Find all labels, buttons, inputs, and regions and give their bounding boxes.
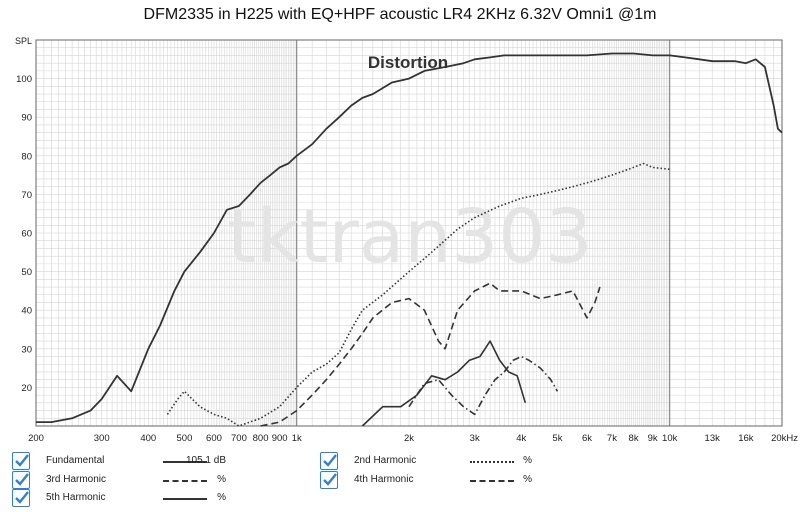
y-tick-label: 60 bbox=[21, 229, 32, 240]
series-fundamental-line bbox=[36, 52, 783, 423]
checkmark-icon bbox=[323, 473, 337, 486]
y-tick-label: 30 bbox=[21, 344, 32, 355]
legend-checkbox[interactable] bbox=[12, 452, 30, 470]
y-tick-label: 40 bbox=[21, 306, 32, 317]
legend-label: 3rd Harmonic bbox=[46, 474, 107, 485]
x-tick-label: 300 bbox=[94, 433, 110, 444]
x-tick-label: 4k bbox=[516, 433, 526, 444]
x-tick-label: 20kHz bbox=[771, 433, 798, 444]
x-tick-label: 9k bbox=[648, 433, 658, 444]
legend-item-3rd-harmonic: 3rd Harmonic% bbox=[0, 471, 800, 489]
legend-line-sample bbox=[163, 498, 207, 500]
legend-line-sample bbox=[163, 461, 207, 463]
chart-axis-labels: 20 30 40 50 60 70 80 90 100 SPL 200 300 400 500 600 700… bbox=[15, 36, 798, 444]
legend-value: % bbox=[217, 492, 226, 503]
x-tick-label: 1k bbox=[292, 433, 302, 444]
legend-item-5th-harmonic: 5th Harmonic% bbox=[0, 489, 800, 507]
legend-line-sample bbox=[470, 461, 514, 463]
series-2nd-harmonic-line bbox=[166, 162, 670, 427]
legend-checkbox[interactable] bbox=[320, 452, 338, 470]
legend-value: 105.1 dB bbox=[185, 455, 226, 466]
legend-item-4th-harmonic: 4th Harmonic% bbox=[0, 471, 800, 489]
chart-title: DFM2335 in H225 with EQ+HPF acoustic LR4… bbox=[143, 6, 657, 23]
x-tick-label: 700 bbox=[231, 433, 247, 444]
watermark: tktran303 bbox=[228, 194, 593, 280]
legend-item-2nd-harmonic: 2nd Harmonic% bbox=[0, 452, 800, 470]
legend-label: 5th Harmonic bbox=[46, 492, 106, 503]
chart-series-group bbox=[36, 52, 783, 427]
x-tick-label: 3k bbox=[470, 433, 480, 444]
legend-value: % bbox=[217, 474, 226, 485]
legend-value: % bbox=[523, 455, 532, 466]
x-tick-label: 900 bbox=[272, 433, 288, 444]
legend-item-fundamental: Fundamental 105.1 dB bbox=[0, 452, 800, 470]
series-4th-harmonic-line bbox=[408, 355, 559, 416]
legend-label: Fundamental bbox=[46, 455, 105, 466]
x-tick-label: 8k bbox=[629, 433, 639, 444]
y-tick-label: 20 bbox=[21, 383, 32, 394]
x-tick-label: 2k bbox=[404, 433, 414, 444]
y-tick-label: 70 bbox=[21, 190, 32, 201]
x-tick-label: 200 bbox=[28, 433, 44, 444]
series-3rd-harmonic-line bbox=[260, 282, 601, 427]
x-tick-label: 800 bbox=[253, 433, 269, 444]
legend-checkbox[interactable] bbox=[320, 471, 338, 489]
legend-label: 4th Harmonic bbox=[354, 474, 414, 485]
checkmark-icon bbox=[323, 454, 337, 467]
legend-checkbox[interactable] bbox=[12, 471, 30, 489]
x-tick-label: 600 bbox=[206, 433, 222, 444]
chart-grid bbox=[35, 39, 783, 427]
x-tick-label: 7k bbox=[607, 433, 617, 444]
x-tick-label: 10k bbox=[662, 433, 678, 444]
y-tick-label: 50 bbox=[21, 267, 32, 278]
x-tick-label: 500 bbox=[177, 433, 193, 444]
y-tick-label: 80 bbox=[21, 151, 32, 162]
watermark-text: tktran303 bbox=[228, 194, 593, 280]
x-tick-label: 13k bbox=[705, 433, 721, 444]
legend-line-sample bbox=[163, 480, 207, 482]
y-tick-label: 90 bbox=[21, 113, 32, 124]
legend-value: % bbox=[523, 474, 532, 485]
y-tick-label: 100 bbox=[16, 74, 32, 85]
x-tick-label: 6k bbox=[582, 433, 592, 444]
y-axis-label: SPL bbox=[15, 36, 32, 46]
legend-checkbox[interactable] bbox=[12, 489, 30, 507]
legend-line-sample bbox=[470, 480, 514, 482]
x-tick-label: 16k bbox=[738, 433, 754, 444]
checkmark-icon bbox=[15, 491, 29, 504]
series-5th-harmonic-line bbox=[361, 340, 527, 427]
x-tick-label: 5k bbox=[552, 433, 562, 444]
legend-label: 2nd Harmonic bbox=[354, 455, 417, 466]
checkmark-icon bbox=[15, 473, 29, 486]
checkmark-icon bbox=[15, 454, 29, 467]
distortion-annotation: Distortion bbox=[368, 53, 448, 72]
x-tick-label: 400 bbox=[140, 433, 156, 444]
